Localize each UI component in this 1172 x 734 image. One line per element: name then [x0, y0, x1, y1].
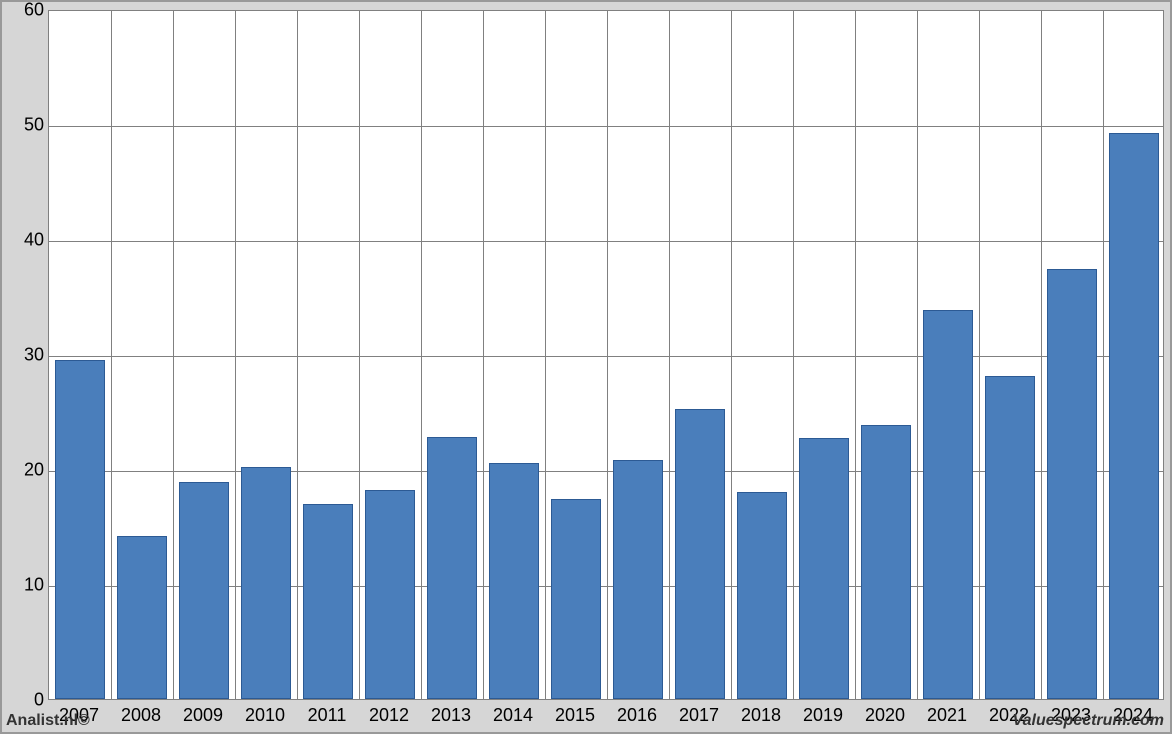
x-tick-label: 2015 — [555, 705, 595, 726]
bar-2022 — [985, 376, 1036, 699]
x-tick-label: 2011 — [308, 705, 347, 726]
y-tick-label: 0 — [2, 690, 44, 711]
bar-2021 — [923, 310, 974, 699]
bar-2013 — [427, 437, 478, 699]
bar-2024 — [1109, 133, 1160, 699]
bar-2018 — [737, 492, 788, 699]
x-tick-label: 2009 — [183, 705, 223, 726]
gridline-v — [173, 11, 174, 699]
x-tick-label: 2008 — [121, 705, 161, 726]
gridline-v — [793, 11, 794, 699]
chart-frame: 0102030405060 20072008200920102011201220… — [0, 0, 1172, 734]
x-tick-label: 2014 — [493, 705, 533, 726]
x-tick-label: 2016 — [617, 705, 657, 726]
gridline-v — [1103, 11, 1104, 699]
gridline-v — [359, 11, 360, 699]
gridline-v — [917, 11, 918, 699]
gridline-v — [483, 11, 484, 699]
x-tick-label: 2013 — [431, 705, 471, 726]
y-tick-label: 20 — [2, 460, 44, 481]
gridline-h — [49, 356, 1163, 357]
y-tick-label: 60 — [2, 0, 44, 21]
x-tick-label: 2020 — [865, 705, 905, 726]
bar-2007 — [55, 360, 106, 699]
bar-2015 — [551, 499, 602, 699]
bar-2008 — [117, 536, 168, 699]
gridline-v — [731, 11, 732, 699]
bar-2010 — [241, 467, 292, 699]
gridline-v — [1041, 11, 1042, 699]
gridline-h — [49, 241, 1163, 242]
bar-2014 — [489, 463, 540, 699]
bar-2012 — [365, 490, 416, 699]
bar-2017 — [675, 409, 726, 699]
gridline-v — [607, 11, 608, 699]
y-tick-label: 50 — [2, 115, 44, 136]
gridline-v — [855, 11, 856, 699]
gridline-v — [545, 11, 546, 699]
x-tick-label: 2012 — [369, 705, 409, 726]
bar-2016 — [613, 460, 664, 699]
gridline-h — [49, 126, 1163, 127]
gridline-v — [979, 11, 980, 699]
y-tick-label: 40 — [2, 230, 44, 251]
gridline-v — [111, 11, 112, 699]
credit-right: Valuespectrum.com — [1013, 712, 1164, 730]
gridline-v — [235, 11, 236, 699]
credit-left: Analist.nl© — [6, 712, 90, 730]
y-tick-label: 30 — [2, 345, 44, 366]
x-tick-label: 2010 — [245, 705, 285, 726]
bar-2020 — [861, 425, 912, 699]
x-tick-label: 2019 — [803, 705, 843, 726]
bar-2009 — [179, 482, 230, 699]
x-tick-label: 2018 — [741, 705, 781, 726]
bar-2019 — [799, 438, 850, 699]
gridline-v — [669, 11, 670, 699]
x-tick-label: 2017 — [679, 705, 719, 726]
bar-2011 — [303, 504, 354, 700]
x-tick-label: 2021 — [927, 705, 967, 726]
bar-2023 — [1047, 269, 1098, 699]
plot-area — [48, 10, 1164, 700]
gridline-v — [297, 11, 298, 699]
y-tick-label: 10 — [2, 575, 44, 596]
gridline-v — [421, 11, 422, 699]
